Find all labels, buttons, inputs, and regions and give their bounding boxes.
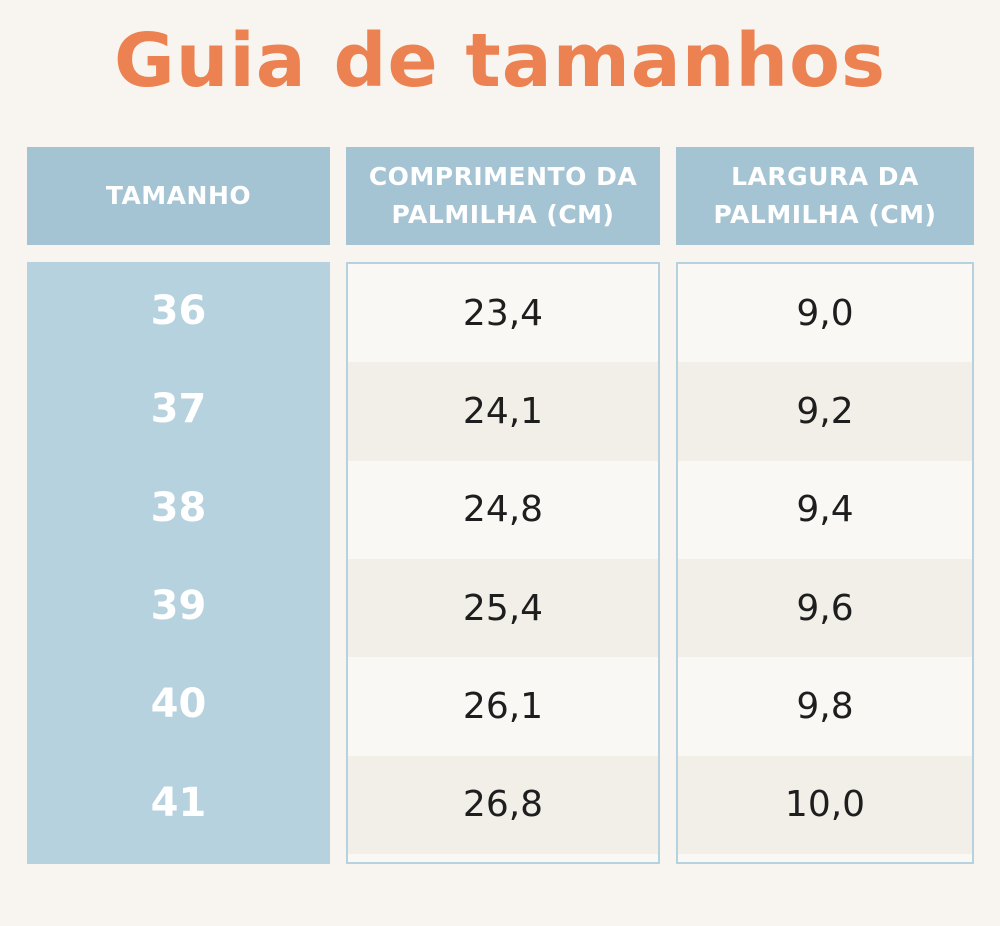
table-row: 26,8 [348,755,658,854]
table-row: 24,8 [348,461,658,559]
insole-length-cell: 26,8 [462,784,544,826]
insole-width-column: 9,0 9,2 9,4 9,6 9,8 10,0 [676,262,974,864]
table-row: 9,2 [678,362,972,461]
table-row: 26,1 [348,657,658,755]
size-cell: 41 [150,779,207,826]
insole-width-cell: 9,0 [796,292,854,334]
size-cell: 38 [150,484,207,531]
table-row: 40 [27,655,330,753]
size-cell: 39 [150,583,207,630]
size-cell: 36 [150,288,207,335]
size-cell: 37 [150,386,207,433]
header-insole-length: COMPRIMENTO DA PALMILHA (CM) [346,147,660,245]
insole-length-cell: 26,1 [462,685,544,727]
insole-length-cell: 25,4 [462,587,544,629]
page-title: Guia de tamanhos [113,18,886,104]
header-insole-width: LARGURA DA PALMILHA (CM) [676,147,974,245]
table-row: 10,0 [678,755,972,854]
table-row: 37 [27,360,330,458]
insole-width-cell: 9,2 [796,390,854,432]
table-row: 41 [27,754,330,852]
table-row: 9,4 [678,461,972,559]
insole-length-cell: 23,4 [462,292,544,334]
insole-width-cell: 9,8 [796,685,854,727]
insole-length-cell: 24,8 [462,489,544,531]
size-column: 36 37 38 39 40 41 [27,262,330,864]
table-row: 9,8 [678,657,972,755]
table-row: 25,4 [348,558,658,658]
table-row: 23,4 [348,264,658,362]
insole-width-cell: 9,6 [796,587,854,629]
table-row: 9,6 [678,558,972,658]
table-row: 39 [27,557,330,655]
header-size: TAMANHO [27,147,330,245]
insole-width-cell: 10,0 [784,784,866,826]
insole-length-cell: 24,1 [462,390,544,432]
table-row: 9,0 [678,264,972,362]
table-row: 24,1 [348,362,658,461]
table-row: 38 [27,459,330,557]
size-cell: 40 [150,681,207,728]
insole-width-cell: 9,4 [796,489,854,531]
insole-length-column: 23,4 24,1 24,8 25,4 26,1 26,8 [346,262,660,864]
table-row: 36 [27,262,330,360]
